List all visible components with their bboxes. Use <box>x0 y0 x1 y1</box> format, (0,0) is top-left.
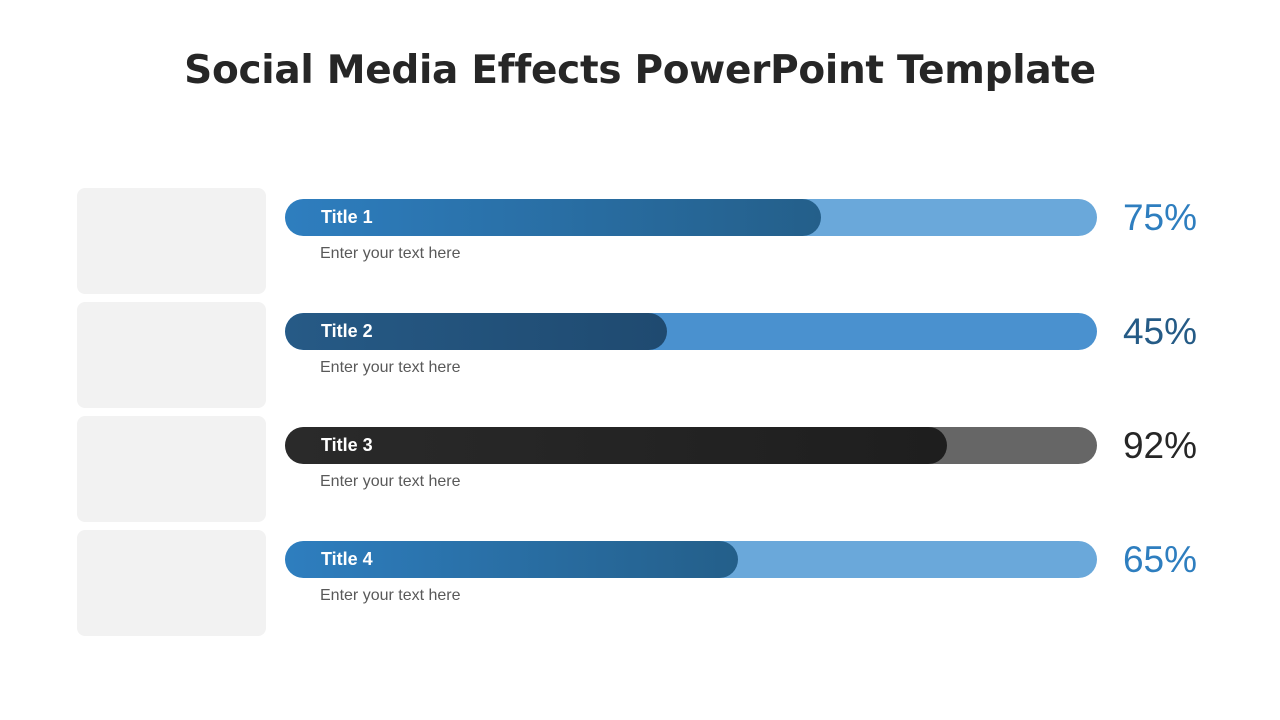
row-description[interactable]: Enter your text here <box>320 245 461 262</box>
progress-row: Title 1 Enter your text here 75% <box>0 188 1280 294</box>
row-description[interactable]: Enter your text here <box>320 587 461 604</box>
bar-title[interactable]: Title 1 <box>321 207 373 227</box>
image-placeholder[interactable] <box>77 416 266 522</box>
percent-value[interactable]: 75% <box>1122 197 1198 238</box>
row-description[interactable]: Enter your text here <box>320 473 461 490</box>
bar-title[interactable]: Title 3 <box>321 435 373 455</box>
bar-title[interactable]: Title 4 <box>321 549 373 569</box>
progress-row: Title 3 Enter your text here 92% <box>0 416 1280 522</box>
slide-title: Social Media Effects PowerPoint Template <box>184 48 1096 93</box>
progress-bar-track: Title 4 <box>285 541 1097 578</box>
percent-value[interactable]: 65% <box>1122 539 1198 580</box>
image-placeholder[interactable] <box>77 530 266 636</box>
progress-row: Title 2 Enter your text here 45% <box>0 302 1280 408</box>
row-description[interactable]: Enter your text here <box>320 359 461 376</box>
progress-bar-fill <box>285 427 947 464</box>
progress-row: Title 4 Enter your text here 65% <box>0 530 1280 636</box>
percent-value[interactable]: 45% <box>1122 311 1198 352</box>
percent-value[interactable]: 92% <box>1122 425 1198 466</box>
image-placeholder[interactable] <box>77 188 266 294</box>
progress-bar-fill <box>285 199 821 236</box>
progress-bar-track: Title 1 <box>285 199 1097 236</box>
bar-title[interactable]: Title 2 <box>321 321 373 341</box>
progress-bar-fill <box>285 541 739 578</box>
progress-bar-track: Title 2 <box>285 313 1097 350</box>
progress-bar-fill <box>285 313 667 350</box>
progress-bar-track: Title 3 <box>285 427 1097 464</box>
image-placeholder[interactable] <box>77 302 266 408</box>
